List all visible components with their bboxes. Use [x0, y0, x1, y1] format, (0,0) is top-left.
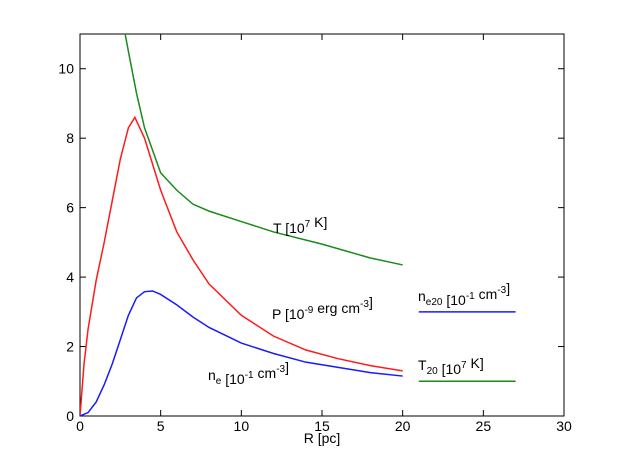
x-tick-label: 5 — [157, 418, 165, 434]
x-tick-label: 0 — [76, 418, 84, 434]
x-tick-label: 20 — [395, 418, 411, 434]
series-label: ne [10-1 cm-3] — [208, 359, 289, 387]
label-text: K] — [467, 355, 484, 371]
label-sup: 7 — [305, 219, 311, 230]
label-text: K] — [310, 214, 327, 230]
x-tick-label: 30 — [556, 418, 572, 434]
label-sup: -9 — [304, 305, 313, 316]
series-label: P [10-9 erg cm-3] — [272, 294, 373, 322]
x-axis-label: R [pc] — [304, 430, 341, 446]
label-sup: -1 — [245, 370, 254, 381]
label-sup: -1 — [466, 291, 475, 302]
label-sub: e — [216, 376, 222, 387]
y-tick-label: 4 — [66, 269, 74, 285]
label-text: n — [208, 367, 216, 383]
y-tick-label: 8 — [66, 130, 74, 146]
label-text: ] — [285, 359, 289, 375]
label-text: ] — [506, 280, 510, 296]
y-tick-label: 10 — [58, 61, 74, 77]
x-tick-label: 15 — [314, 418, 330, 434]
label-text: cm — [475, 286, 498, 302]
label-text: T [10 — [273, 220, 305, 236]
x-tick-label: 10 — [234, 418, 250, 434]
label-sub: e20 — [426, 297, 443, 308]
label-text: T — [418, 357, 427, 373]
series-line — [80, 115, 403, 416]
label-text: [10 — [221, 371, 245, 387]
series-line — [80, 290, 403, 416]
label-text: [10 — [442, 292, 466, 308]
series-label: ne20 [10-1 cm-3] — [418, 280, 510, 308]
y-tick-label: 6 — [66, 200, 74, 216]
label-text: ] — [369, 294, 373, 310]
label-text: [10 — [438, 361, 462, 377]
label-text: P [10 — [272, 306, 305, 322]
series-label: T [107 K] — [273, 214, 327, 236]
x-tick-label: 25 — [476, 418, 492, 434]
label-sup: -3 — [360, 299, 369, 310]
series-label: T20 [107 K] — [418, 355, 484, 377]
label-sup: -3 — [276, 364, 285, 375]
label-sup: -3 — [497, 285, 506, 296]
series-line — [124, 34, 403, 266]
label-sup: 7 — [461, 360, 467, 371]
y-tick-label: 2 — [66, 339, 74, 355]
label-sub: 20 — [427, 366, 439, 377]
y-tick-label: 0 — [66, 408, 74, 424]
label-text: n — [418, 288, 426, 304]
label-text: erg cm — [313, 300, 360, 316]
label-text: cm — [254, 365, 277, 381]
